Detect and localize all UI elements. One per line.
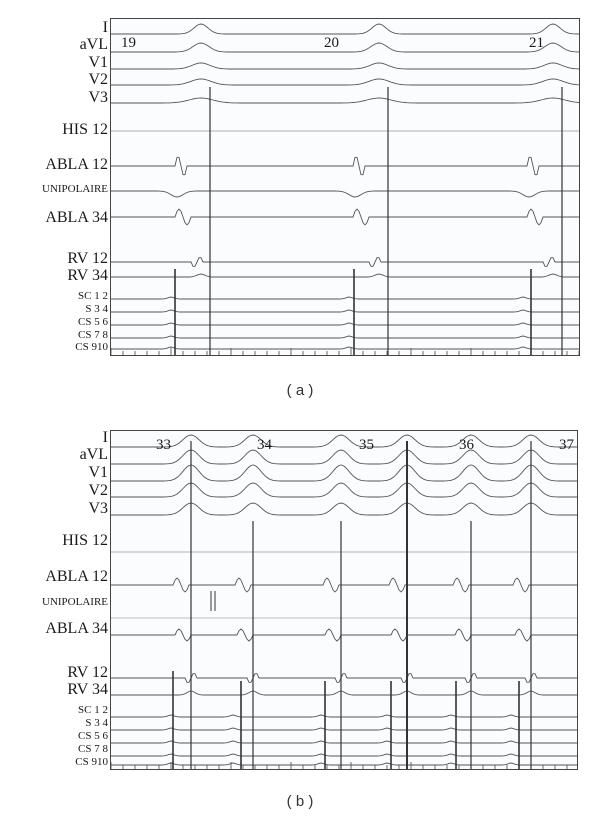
- panel-a: I aVL V1 V2 V3 HIS 12 ABLA 12 UNIPOLAIRE…: [0, 0, 600, 399]
- channel-label-cs910: CS 910: [75, 341, 108, 353]
- channel-label-column: I aVL V1 V2 V3 HIS 12 ABLA 12 UNIPOLAIRE…: [0, 420, 108, 780]
- trace-s34: [111, 727, 577, 731]
- trace-lines-b: [111, 434, 577, 769]
- channel-label-abla12: ABLA 12: [45, 156, 108, 173]
- trace-rv34: [111, 690, 577, 696]
- channel-label-unipolaire: UNIPOLAIRE: [42, 183, 108, 195]
- channel-label-cs56: CS 5 6: [78, 730, 108, 742]
- trace-area-b: 33 34 35 36 37: [110, 430, 578, 770]
- trace-area-a: 19 20 21: [110, 18, 580, 356]
- beat-number-33: 33: [156, 437, 171, 453]
- channel-label-i: I: [102, 19, 108, 36]
- trace-abla34: [111, 208, 579, 226]
- trace-i: [111, 434, 577, 448]
- channel-label-rv34: RV 34: [67, 681, 108, 698]
- caption-b: ( b ): [286, 793, 314, 810]
- trace-v2: [111, 482, 577, 498]
- panel-b: I aVL V1 V2 V3 HIS 12 ABLA 12 UNIPOLAIRE…: [0, 420, 600, 810]
- trace-abla12: [111, 577, 577, 593]
- channel-label-v1: V1: [88, 464, 108, 481]
- channel-label-his12: HIS 12: [62, 532, 108, 549]
- channel-label-cs78: CS 7 8: [78, 329, 108, 341]
- channel-label-cs78: CS 7 8: [78, 743, 108, 755]
- trace-cs56: [111, 322, 579, 326]
- beat-number-19: 19: [121, 35, 136, 51]
- trace-avl: [111, 42, 579, 53]
- trace-abla34: [111, 628, 577, 642]
- trace-rv12: [111, 673, 577, 683]
- trace-cs56: [111, 740, 577, 744]
- trace-cs910: [111, 346, 579, 350]
- trace-unipolaire: [111, 190, 579, 198]
- trace-v1: [111, 464, 577, 482]
- ecg-traces-b: 33 34 35 36 37: [111, 434, 577, 769]
- trace-v3: [111, 502, 577, 516]
- channel-label-rv34: RV 34: [67, 267, 108, 284]
- trace-s34: [111, 309, 579, 313]
- trace-cs78: [111, 753, 577, 757]
- trace-rv12: [111, 257, 579, 267]
- channel-label-abla12: ABLA 12: [45, 568, 108, 585]
- channel-label-v2: V2: [88, 71, 108, 88]
- channel-label-v3: V3: [88, 89, 108, 106]
- beat-number-35: 35: [359, 437, 374, 453]
- channel-label-v2: V2: [88, 482, 108, 499]
- channel-label-abla34: ABLA 34: [45, 209, 108, 226]
- channel-label-sc12: SC 1 2: [78, 290, 108, 302]
- ecg-traces-a: 19 20 21: [111, 23, 579, 355]
- beat-number-21: 21: [529, 35, 544, 51]
- trace-v2: [111, 78, 579, 86]
- beat-number-20: 20: [324, 35, 339, 51]
- channel-label-unipolaire: UNIPOLAIRE: [42, 596, 108, 608]
- channel-label-abla34: ABLA 34: [45, 620, 108, 637]
- channel-label-v1: V1: [88, 54, 108, 71]
- beat-number-34: 34: [257, 437, 273, 453]
- channel-label-s34: S 3 4: [85, 717, 108, 729]
- trace-rv34: [111, 273, 579, 278]
- channel-label-v3: V3: [88, 500, 108, 517]
- caption-a: ( a ): [286, 382, 314, 399]
- channel-label-cs56: CS 5 6: [78, 316, 108, 328]
- trace-v1: [111, 62, 579, 70]
- channel-label-sc12: SC 1 2: [78, 704, 108, 716]
- trace-cs910: [111, 762, 577, 766]
- trace-lines-a: [111, 23, 579, 355]
- trace-cs78: [111, 335, 579, 339]
- trace-i: [111, 23, 579, 35]
- channel-label-avl: aVL: [79, 446, 108, 463]
- channel-label-his12: HIS 12: [62, 121, 108, 138]
- channel-label-rv12: RV 12: [67, 664, 108, 681]
- beat-number-36: 36: [459, 437, 475, 453]
- channel-label-cs910: CS 910: [75, 756, 108, 768]
- channel-label-s34: S 3 4: [85, 303, 108, 315]
- trace-sc12: [111, 296, 579, 300]
- trace-sc12: [111, 714, 577, 718]
- trace-v3: [111, 97, 579, 104]
- trace-avl: [111, 449, 577, 465]
- trace-abla12: [111, 156, 579, 176]
- channel-label-column: I aVL V1 V2 V3 HIS 12 ABLA 12 UNIPOLAIRE…: [0, 0, 108, 370]
- channel-label-rv12: RV 12: [67, 250, 108, 267]
- beat-number-37: 37: [559, 437, 575, 453]
- channel-label-avl: aVL: [79, 36, 108, 53]
- channel-label-i: I: [102, 429, 108, 446]
